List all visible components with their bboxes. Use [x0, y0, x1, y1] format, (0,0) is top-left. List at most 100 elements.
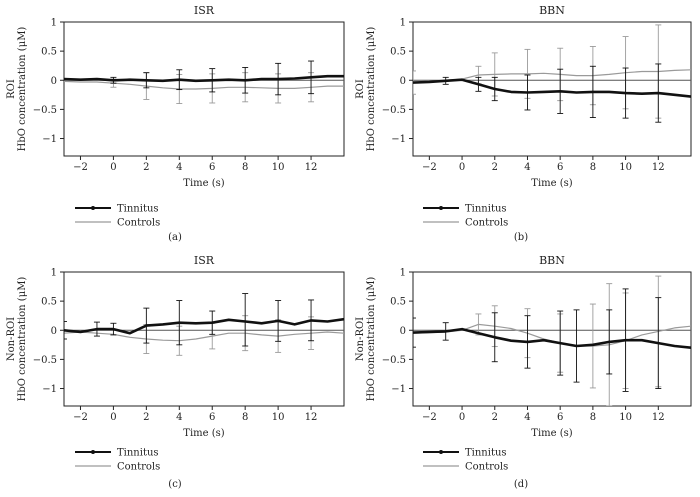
y-tick-label: 0.5 — [390, 47, 406, 58]
y-tick-label: 1 — [51, 268, 57, 279]
x-tick-label: 0 — [110, 412, 116, 423]
legend-marker-tinnitus — [91, 450, 95, 454]
x-tick-label: −2 — [422, 412, 437, 423]
x-tick-label: 6 — [557, 412, 563, 423]
y-tick-label: −0.5 — [382, 355, 406, 366]
x-tick-label: 10 — [619, 412, 632, 423]
x-tick-label: 2 — [143, 162, 149, 173]
legend-label-controls: Controls — [465, 462, 508, 473]
series-line-tinnitus — [413, 327, 691, 350]
legend: Tinnitus Controls — [75, 204, 160, 229]
y-axis-label: HbO concentration (μM) — [17, 277, 28, 402]
panel-label: (d) — [514, 479, 528, 490]
x-tick-label: 0 — [110, 162, 116, 173]
x-tick-label: 0 — [459, 412, 465, 423]
y-tick-label: −0.5 — [33, 355, 57, 366]
x-tick-label: 12 — [305, 412, 318, 423]
x-axis-label: Time (s) — [183, 178, 224, 189]
y-tick-label: 1 — [51, 18, 57, 29]
series-line-tinnitus — [64, 317, 344, 335]
x-tick-label: 0 — [459, 162, 465, 173]
y-axis-region-label: ROI — [355, 79, 366, 99]
series-line-controls — [64, 331, 344, 342]
chart-title: BBN — [539, 4, 565, 17]
series-line-tinnitus — [413, 78, 691, 98]
legend-marker-tinnitus — [439, 450, 443, 454]
x-axis-label: Time (s) — [531, 178, 572, 189]
x-axis-label: Time (s) — [531, 428, 572, 439]
y-tick-label: −0.5 — [33, 105, 57, 116]
y-tick-label: 1 — [400, 18, 406, 29]
x-tick-label: 10 — [272, 162, 285, 173]
legend-label-controls: Controls — [117, 462, 160, 473]
chart-panel-d: BBN −2 0 2 4 6 8 10 12 −1 −0.5 0 0.5 1 Time (s) Non-ROI… — [355, 254, 692, 490]
y-tick-label: −0.5 — [382, 105, 406, 116]
chart-panel-b: BBN −2 0 2 4 6 8 10 12 −1 −0.5 0 0.5 1 Time (s) ROI HbO … — [355, 4, 692, 243]
legend-label-controls: Controls — [465, 218, 508, 229]
legend-label-tinnitus: Tinnitus — [117, 448, 159, 459]
y-tick-label: 0 — [400, 326, 406, 337]
chart-title: BBN — [539, 254, 565, 267]
x-tick-label: 2 — [492, 162, 498, 173]
y-tick-label: −1 — [391, 384, 406, 395]
x-tick-label: 8 — [242, 162, 248, 173]
plot-area — [413, 275, 691, 406]
plot-area — [64, 293, 344, 356]
plot-area — [413, 24, 691, 123]
x-tick-label: 4 — [176, 162, 182, 173]
y-tick-label: −1 — [42, 384, 57, 395]
panel-label: (c) — [168, 479, 182, 490]
y-tick-label: 0 — [51, 76, 57, 87]
y-tick-label: 0 — [51, 326, 57, 337]
y-tick-label: −1 — [391, 134, 406, 145]
chart-title: ISR — [194, 254, 215, 267]
chart-title: ISR — [194, 4, 215, 17]
legend-label-tinnitus: Tinnitus — [465, 448, 507, 459]
x-tick-label: 6 — [209, 162, 215, 173]
legend-marker-tinnitus — [439, 206, 443, 210]
legend-label-tinnitus: Tinnitus — [117, 204, 159, 215]
x-tick-label: −2 — [422, 162, 437, 173]
y-axis-label: HbO concentration (μM) — [366, 277, 377, 402]
y-axis-region-label: Non-ROI — [6, 317, 17, 361]
x-tick-label: 2 — [492, 412, 498, 423]
y-axis-region-label: Non-ROI — [355, 317, 366, 361]
y-tick-label: 0.5 — [390, 297, 406, 308]
panel-label: (a) — [168, 232, 182, 243]
y-tick-label: 0.5 — [41, 47, 57, 58]
chart-panel-a: ISR −2 0 2 4 6 8 10 12 −1 −0.5 0 0.5 1 Time (s) ROI HbO … — [6, 4, 345, 243]
chart-panel-c: ISR −2 0 2 4 6 8 10 12 −1 −0.5 0 0.5 1 Time (s) Non-ROI… — [6, 254, 345, 490]
x-tick-label: 2 — [143, 412, 149, 423]
x-tick-label: −2 — [73, 412, 88, 423]
x-tick-label: 8 — [242, 412, 248, 423]
plot-area — [64, 60, 344, 105]
series-line-tinnitus — [64, 74, 344, 83]
x-tick-label: 8 — [590, 162, 596, 173]
panel-label: (b) — [514, 232, 528, 243]
legend: Tinnitus Controls — [75, 448, 160, 473]
x-tick-label: 4 — [524, 162, 530, 173]
x-tick-label: 4 — [524, 412, 530, 423]
legend-marker-tinnitus — [91, 206, 95, 210]
y-axis-region-label: ROI — [6, 79, 17, 99]
x-tick-label: 10 — [272, 412, 285, 423]
y-axis-label: HbO concentration (μM) — [366, 27, 377, 152]
x-tick-label: −2 — [73, 162, 88, 173]
legend-label-tinnitus: Tinnitus — [465, 204, 507, 215]
legend: Tinnitus Controls — [423, 204, 508, 229]
y-tick-label: −1 — [42, 134, 57, 145]
x-tick-label: 12 — [652, 412, 665, 423]
x-tick-label: 4 — [176, 412, 182, 423]
y-tick-label: 0 — [400, 76, 406, 87]
plot-frame — [63, 21, 345, 157]
x-tick-label: 8 — [590, 412, 596, 423]
legend-label-controls: Controls — [117, 218, 160, 229]
x-tick-label: 6 — [209, 412, 215, 423]
y-axis-label: HbO concentration (μM) — [17, 27, 28, 152]
x-tick-label: 12 — [305, 162, 318, 173]
y-tick-label: 1 — [400, 268, 406, 279]
x-tick-label: 10 — [619, 162, 632, 173]
x-axis-label: Time (s) — [183, 428, 224, 439]
y-tick-label: 0.5 — [41, 297, 57, 308]
